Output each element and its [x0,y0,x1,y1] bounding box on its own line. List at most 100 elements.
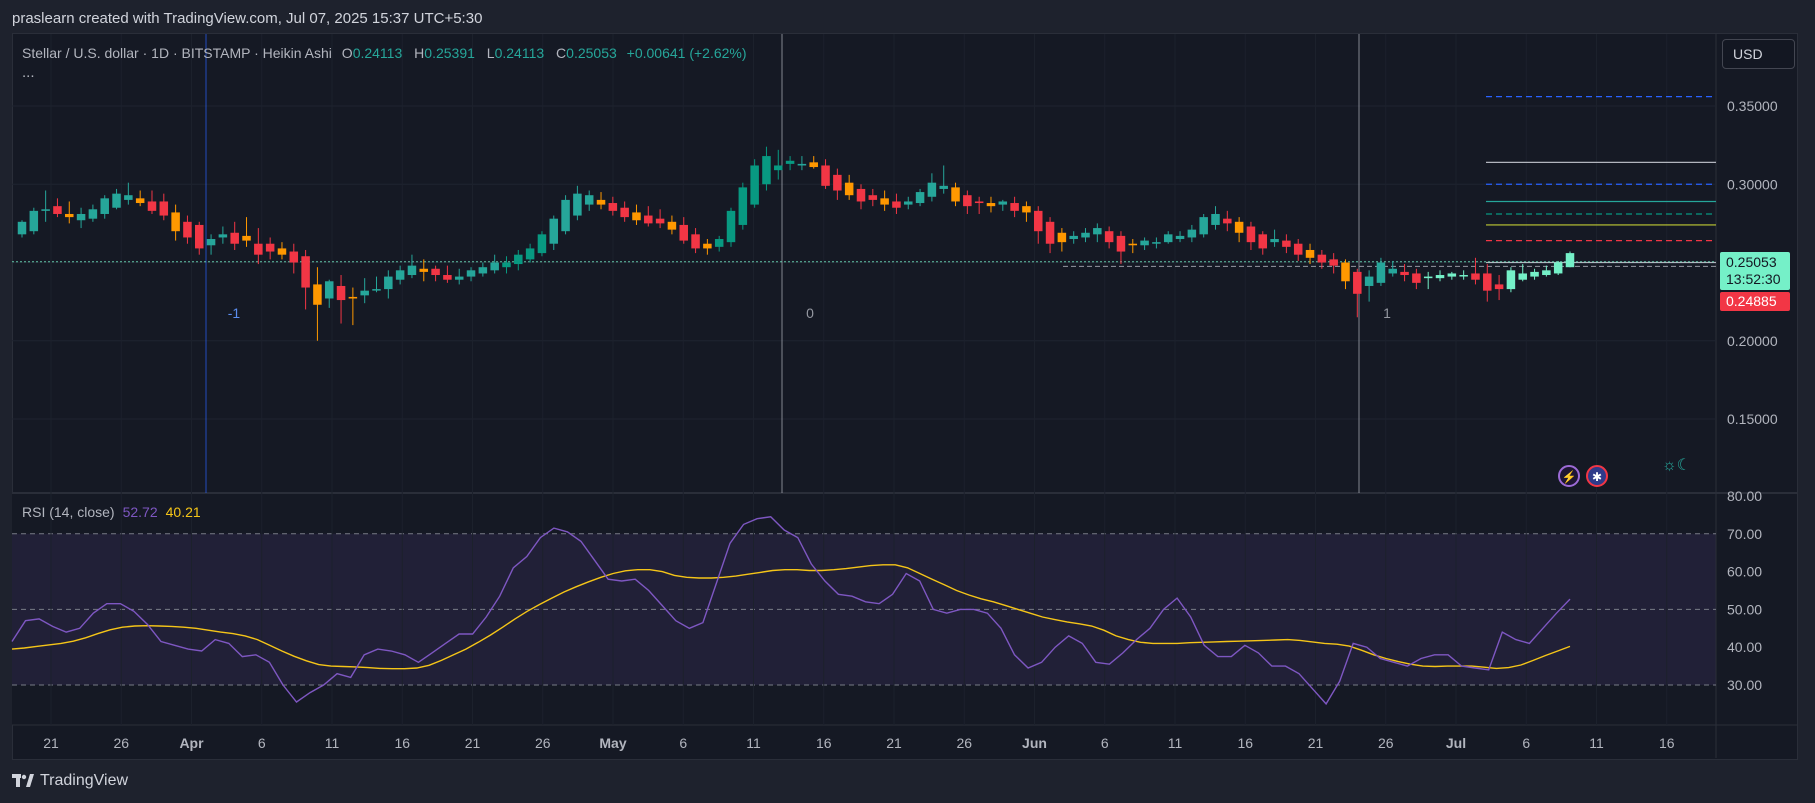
footer-brand[interactable]: TradingView [12,772,128,790]
candle-body [892,201,901,208]
time-tick-label: 16 [816,735,832,751]
rsi-tick-label: 30.00 [1727,677,1762,693]
candle-body [738,187,748,225]
candle-body [809,162,818,168]
candle-body [1329,259,1338,266]
candle-body [29,210,39,232]
candle-body [904,201,913,205]
legend-more-button[interactable]: ... [22,64,35,81]
candle-body [265,243,275,252]
rsi-ma-line [11,564,1571,670]
candle-body [490,262,499,271]
time-tick-label: 11 [325,735,340,751]
candle-body [1447,273,1457,277]
candle-body [159,201,169,216]
rsi-tick-label: 50.00 [1727,601,1762,617]
candle-body [466,270,476,277]
session-icon[interactable]: ☼☾ [1662,457,1692,474]
candle-body [1341,262,1350,282]
candle-body [478,267,488,274]
candle-body [1223,218,1232,224]
candle-body [691,234,700,249]
candle-body [336,285,346,301]
rsi-tick-label: 60.00 [1727,564,1762,580]
candle-body [821,165,830,186]
candle-body [1530,271,1539,277]
low-label: L [486,45,495,61]
candle-body [750,165,759,205]
candle-body [1128,243,1138,246]
us-flag-icon[interactable]: ✱ [1586,465,1608,487]
candle-body [1483,273,1492,291]
candle-body [1246,226,1256,243]
candle-body [868,195,878,200]
candle-body [679,224,688,241]
tradingview-logo-icon [12,774,34,787]
currency-button[interactable]: USD [1722,39,1795,69]
candle-body [915,192,925,204]
candle-body [112,193,121,208]
candle-body [1116,235,1126,252]
candle-body [218,234,228,238]
rsi-line [11,516,1571,706]
candle-body [41,209,50,211]
candle-body [1282,240,1291,247]
candle-body [1152,242,1161,244]
candle-body [927,182,937,197]
candle-body [726,210,736,243]
candle-body [277,248,287,255]
prev-close-tag: 0.24885 [1720,292,1790,311]
candle-body [289,251,299,263]
rsi-tick-label: 40.00 [1727,639,1762,655]
candle-body [1187,229,1197,238]
candle-body [1317,254,1327,263]
candle-body [1045,221,1055,244]
candle-body [1010,203,1019,211]
candle-body [384,276,393,290]
time-tick-label: Jun [1022,735,1047,751]
candle-body [1293,243,1303,255]
time-tick-label: 6 [1101,735,1109,751]
candle-body [65,213,74,218]
price-tick-label: 0.30000 [1727,176,1778,192]
bar-countdown: 13:52:30 [1726,271,1781,287]
time-tick-label: 16 [394,735,410,751]
candle-body [549,218,559,244]
time-tick-label: 11 [746,735,761,751]
candle-body [608,203,618,211]
time-tick-label: 21 [1308,735,1324,751]
time-tick-label: Jul [1446,735,1466,751]
close-label: C [556,45,567,61]
flash-icon[interactable]: ⚡ [1558,465,1580,487]
time-tick-label: 6 [1522,735,1530,751]
candle-body [206,239,216,246]
candle-body [1211,213,1220,225]
candle-body [1459,275,1468,277]
candle-body [1494,284,1504,290]
candle-body [856,188,866,202]
time-tick-label: 21 [43,735,59,751]
candle-body [1388,268,1398,274]
open-label: O [341,45,353,61]
symbol-title[interactable]: Stellar / U.S. dollar · 1D · BITSTAMP · … [22,45,332,61]
candle-body [1353,271,1362,294]
candle-body [147,201,157,211]
high-label: H [414,45,425,61]
candle-body [537,234,547,254]
candle-body [53,206,62,214]
time-tick-label: 6 [679,735,687,751]
candle-body [644,215,653,224]
candle-body [1104,231,1114,243]
candle-body [525,248,535,260]
candle-body [703,243,712,249]
candle-body [1364,276,1374,286]
rsi-tick-label: 70.00 [1727,526,1762,542]
time-tick-label: 21 [886,735,902,751]
change-value: +0.00641 (+2.62%) [626,45,747,61]
candle-body [632,212,641,221]
time-tick-label: 21 [465,735,481,751]
rsi-title[interactable]: RSI (14, close) [22,504,115,520]
candle-body [454,276,464,280]
price-tick-label: 0.20000 [1727,333,1778,349]
